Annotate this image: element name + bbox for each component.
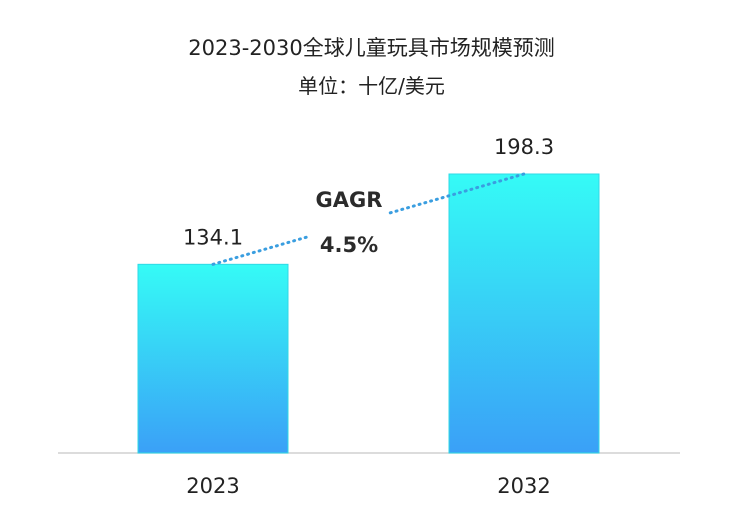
data-label-2032: 198.3 [494,135,554,159]
bar-2032 [448,173,600,454]
x-tick-2023: 2023 [186,474,239,498]
bar-2023 [137,263,289,454]
cagr-trend-line [211,234,311,266]
data-label-2023: 134.1 [183,225,243,249]
chart-title: 2023-2030全球儿童玩具市场规模预测 [188,36,555,60]
chart-subtitle: 单位：十亿/美元 [298,74,445,98]
x-tick-2032: 2032 [497,474,550,498]
cagr-value: 4.5% [320,233,378,257]
cagr-label: GAGR [316,188,383,212]
cagr-trend-line [388,172,526,215]
